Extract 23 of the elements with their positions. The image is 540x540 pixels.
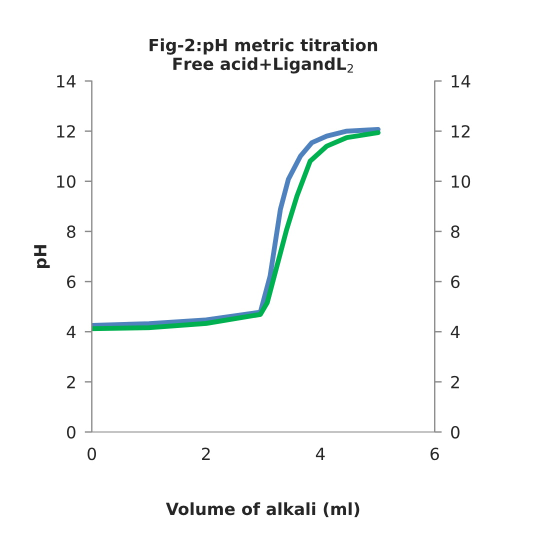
y2-tick-label: 14 (452, 75, 470, 88)
y-tick-label: 10 (57, 175, 76, 188)
y-axis-title: pH (34, 245, 50, 268)
y2-tick-label: 10 (452, 175, 470, 188)
y2-tick-label: 0 (451, 426, 460, 439)
y-tick-label: 6 (67, 276, 76, 288)
y-tick-label: 8 (67, 225, 76, 238)
y2-tick-label: 4 (450, 326, 460, 338)
chart-title: Fig-2:pH metric titration Free acid+LigandL$_{2}$ (150, 38, 378, 74)
y2-tick-label: 8 (451, 225, 460, 238)
x-tick-label: 2 (202, 448, 210, 460)
y-tick-label: 4 (66, 326, 76, 338)
y-tick-label: 2 (67, 376, 75, 388)
y-tick-label: 14 (57, 75, 76, 88)
x-axis-title: Volume of alkali (ml) (166, 502, 360, 518)
y2-tick-label: 12 (452, 125, 470, 138)
y-tick-label: 0 (67, 426, 76, 439)
x-tick-label: 0 (88, 448, 96, 460)
x-tick-label: 4 (316, 448, 325, 460)
y2-tick-label: 2 (451, 376, 459, 388)
x-tick-label: 6 (430, 448, 439, 460)
y2-tick-label: 6 (451, 276, 460, 288)
y-tick-label: 12 (57, 125, 75, 138)
